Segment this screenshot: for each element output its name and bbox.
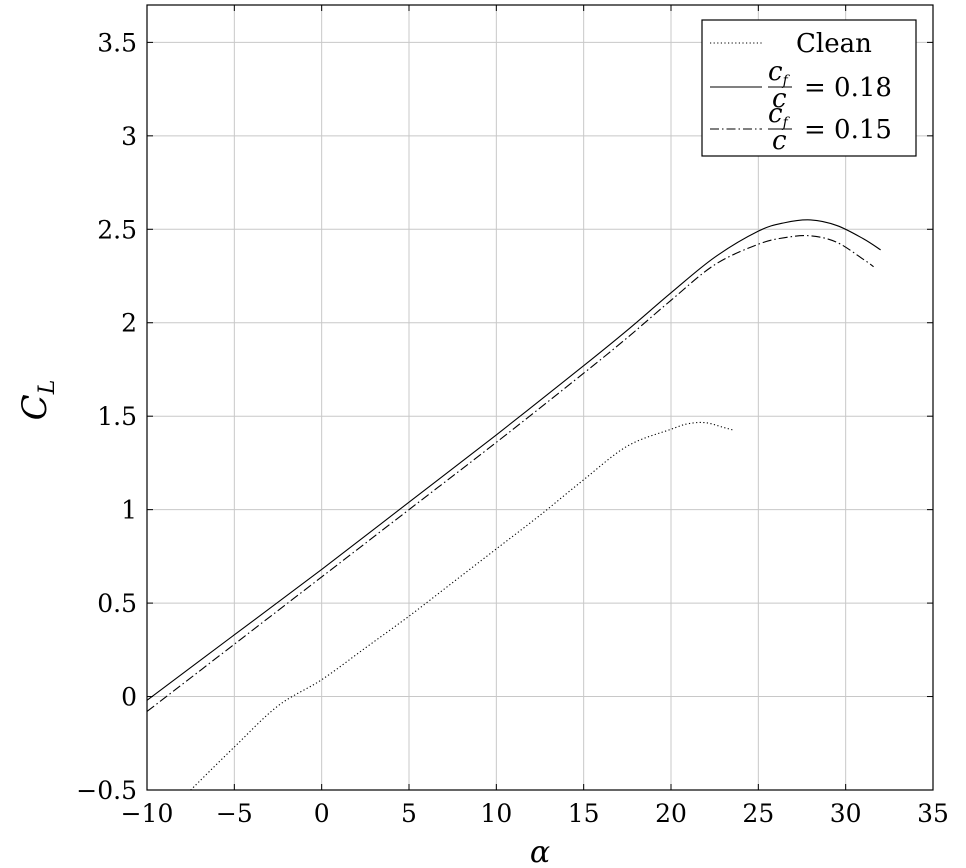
series-lines <box>147 219 881 790</box>
y-axis-label: CL <box>15 380 60 421</box>
x-tick-labels: −10 −5 0 5 10 15 20 25 30 35 <box>121 799 949 828</box>
legend-label-clean: Clean <box>796 29 872 59</box>
y-tick-label: 0.5 <box>97 589 137 618</box>
x-tick-label: 35 <box>917 799 949 828</box>
y-tick-label: 2 <box>121 309 137 338</box>
y-tick-labels: −0.5 0 0.5 1 1.5 2 2.5 3 3.5 <box>76 28 137 805</box>
plot-frame <box>146 4 934 791</box>
x-tick-label: 15 <box>568 799 600 828</box>
legend-cf015-value: = 0.15 <box>804 115 892 145</box>
legend-cf018-num: c <box>768 57 783 87</box>
svg-text:cf: cf <box>768 99 791 131</box>
y-tick-label: 1 <box>121 496 137 525</box>
x-tick-label: 20 <box>655 799 687 828</box>
x-tick-label: 0 <box>314 799 330 828</box>
legend-cf015-den: c <box>772 126 787 156</box>
y-tick-label: 1.5 <box>97 402 137 431</box>
legend-label-cf015: cf c = 0.15 <box>768 99 892 156</box>
axis-ticks <box>146 5 934 791</box>
x-tick-label: 10 <box>480 799 512 828</box>
y-axis-label-main: C <box>15 394 55 420</box>
y-tick-label: 3 <box>121 122 137 151</box>
y-tick-label: 3.5 <box>97 28 137 57</box>
x-tick-label: 5 <box>401 799 417 828</box>
legend-cf015-num-sub: f <box>782 115 791 131</box>
x-tick-label: −5 <box>216 799 253 828</box>
series-line-clean <box>190 421 735 790</box>
x-axis-label: α <box>530 835 550 868</box>
x-tick-label: 30 <box>830 799 862 828</box>
svg-text:CL: CL <box>15 380 60 421</box>
legend-label-cf018: cf c = 0.18 <box>768 57 892 114</box>
legend-cf018-num-sub: f <box>782 73 791 89</box>
y-tick-label: 2.5 <box>97 215 137 244</box>
y-tick-label: −0.5 <box>76 776 137 805</box>
x-tick-label: 25 <box>742 799 774 828</box>
legend-cf018-den: c <box>772 84 787 114</box>
legend-cf015-num: c <box>768 99 783 129</box>
series-line-cf018 <box>147 219 881 701</box>
series-line-cf015 <box>147 235 874 712</box>
legend-cf018-value: = 0.18 <box>804 73 892 103</box>
y-tick-label: 0 <box>121 683 137 712</box>
legend: Clean cf c = 0.18 cf c = 0.15 <box>701 19 917 157</box>
y-axis-label-sub: L <box>35 380 60 396</box>
legend-box <box>701 19 917 157</box>
svg-text:cf: cf <box>768 57 791 89</box>
x-tick-label: −10 <box>121 799 174 828</box>
